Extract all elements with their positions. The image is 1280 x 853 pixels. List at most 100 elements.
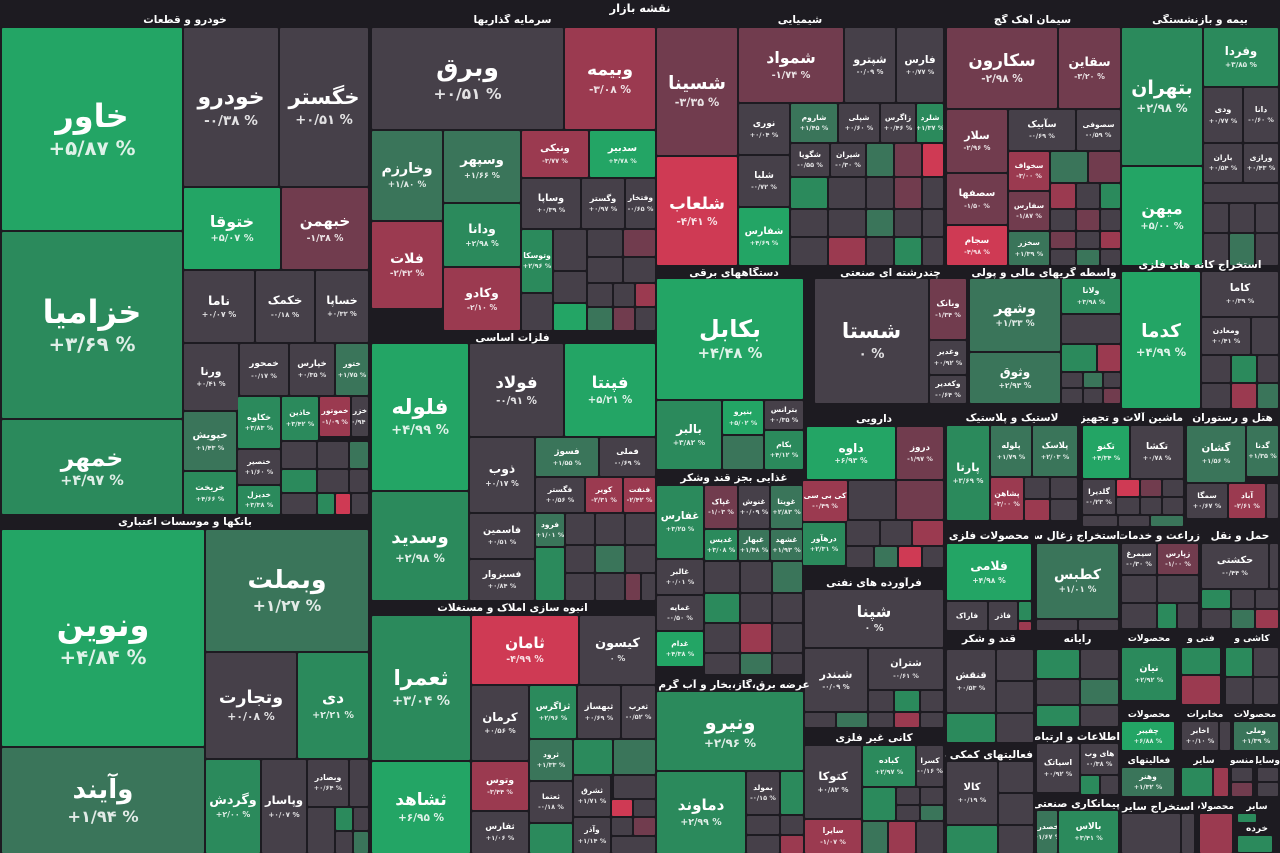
- filler-tile[interactable]: [612, 818, 632, 835]
- stock-tile[interactable]: غمایه -۰/۵۰ %: [657, 596, 703, 630]
- filler-tile[interactable]: [997, 714, 1033, 742]
- stock-tile[interactable]: خصدرا +۱/۶۷ %: [1037, 811, 1057, 853]
- filler-tile[interactable]: [626, 514, 655, 544]
- filler-tile[interactable]: [1101, 184, 1120, 208]
- filler-tile[interactable]: [588, 284, 612, 306]
- stock-tile[interactable]: آباد -۲/۶۱ %: [1229, 484, 1265, 518]
- filler-tile[interactable]: [1214, 768, 1228, 796]
- stock-tile[interactable]: خزر+۰/۹۴ %: [352, 397, 368, 436]
- stock-tile[interactable]: ثشاهد +۶/۹۵ %: [372, 762, 470, 853]
- stock-tile[interactable]: بنیرو +۵/۰۲ %: [723, 401, 763, 434]
- filler-tile[interactable]: [318, 442, 348, 468]
- stock-tile[interactable]: سمگا +۰/۶۷ %: [1187, 484, 1227, 518]
- stock-tile[interactable]: خزامیا +۳/۶۹ %: [2, 232, 182, 418]
- stock-tile[interactable]: دی +۲/۲۱ %: [298, 653, 368, 758]
- filler-tile[interactable]: [1081, 706, 1118, 726]
- filler-tile[interactable]: [997, 650, 1033, 680]
- stock-tile[interactable]: ثرود +۱/۳۳ %: [530, 740, 572, 780]
- stock-tile[interactable]: ورازی +۰/۴۳ %: [1244, 144, 1278, 182]
- filler-tile[interactable]: [1077, 184, 1099, 208]
- stock-tile[interactable]: شیران -۰/۳۰ %: [831, 144, 865, 176]
- filler-tile[interactable]: [705, 562, 739, 592]
- filler-tile[interactable]: [899, 547, 921, 567]
- filler-tile[interactable]: [1037, 706, 1079, 726]
- filler-tile[interactable]: [614, 776, 655, 798]
- stock-tile[interactable]: خنصیر +۱/۶۰ %: [238, 450, 280, 484]
- stock-tile[interactable]: فگستر +۰/۵۶ %: [536, 478, 584, 512]
- filler-tile[interactable]: [282, 470, 316, 492]
- filler-tile[interactable]: [1226, 648, 1252, 676]
- stock-tile[interactable]: وهنر +۱/۳۲ %: [1122, 768, 1174, 796]
- stock-tile[interactable]: وکادو -۲/۱۰ %: [444, 268, 520, 330]
- filler-tile[interactable]: [781, 816, 803, 834]
- stock-tile[interactable]: فاذر: [989, 602, 1017, 630]
- filler-tile[interactable]: [895, 238, 921, 265]
- filler-tile[interactable]: [1098, 345, 1120, 371]
- filler-tile[interactable]: [881, 521, 911, 545]
- filler-tile[interactable]: [1101, 210, 1120, 230]
- filler-tile[interactable]: [805, 713, 835, 727]
- stock-tile[interactable]: وگستر +۰/۹۷ %: [582, 179, 624, 228]
- filler-tile[interactable]: [1101, 250, 1120, 265]
- filler-tile[interactable]: [999, 794, 1033, 824]
- stock-tile[interactable]: فسوژ +۱/۵۵ %: [536, 438, 598, 476]
- stock-tile[interactable]: قنقش +۰/۵۳ %: [947, 650, 995, 712]
- filler-tile[interactable]: [917, 822, 943, 853]
- filler-tile[interactable]: [634, 818, 655, 835]
- filler-tile[interactable]: [837, 713, 867, 727]
- filler-tile[interactable]: [867, 144, 893, 176]
- filler-tile[interactable]: [923, 210, 943, 236]
- stock-tile[interactable]: خمهر +۴/۹۷ %: [2, 420, 182, 514]
- filler-tile[interactable]: [1256, 234, 1278, 265]
- filler-tile[interactable]: [636, 284, 655, 306]
- stock-tile[interactable]: وشهر +۱/۳۳ %: [970, 279, 1060, 351]
- stock-tile[interactable]: خپارس +۰/۳۵ %: [290, 344, 334, 395]
- filler-tile[interactable]: [596, 514, 624, 544]
- stock-tile[interactable]: سصفها -۱/۵۰ %: [947, 174, 1007, 224]
- stock-tile[interactable]: وسپهر +۱/۶۶ %: [444, 131, 520, 202]
- stock-tile[interactable]: خپویش +۱/۴۳ %: [184, 412, 236, 470]
- filler-tile[interactable]: [1256, 204, 1278, 232]
- stock-tile[interactable]: وخارزم +۱/۸۰ %: [372, 131, 442, 220]
- stock-tile[interactable]: زپارس -۱/۰۰ %: [1158, 544, 1198, 574]
- filler-tile[interactable]: [1254, 678, 1278, 704]
- stock-tile[interactable]: وغدیر +۰/۹۲ %: [930, 341, 966, 374]
- filler-tile[interactable]: [1204, 184, 1278, 202]
- filler-tile[interactable]: [869, 713, 893, 727]
- stock-tile[interactable]: فلوله +۴/۹۹ %: [372, 344, 468, 490]
- filler-tile[interactable]: [1051, 478, 1077, 498]
- filler-tile[interactable]: [1252, 318, 1278, 354]
- filler-tile[interactable]: [791, 178, 827, 208]
- stock-tile[interactable]: خاذین +۳/۴۲ %: [282, 397, 318, 440]
- filler-tile[interactable]: [773, 654, 802, 674]
- filler-tile[interactable]: [1117, 480, 1139, 496]
- stock-tile[interactable]: دانا -۰/۶۰ %: [1244, 88, 1278, 142]
- filler-tile[interactable]: [318, 494, 334, 514]
- stock-tile[interactable]: خدیزل +۳/۳۸ %: [238, 486, 280, 514]
- filler-tile[interactable]: [773, 624, 802, 652]
- stock-tile[interactable]: سآبیک -۰/۶۹ %: [1009, 110, 1075, 150]
- stock-tile[interactable]: وبصادر +۰/۶۴ %: [308, 760, 348, 806]
- stock-tile[interactable]: شمواد -۱/۷۴ %: [739, 28, 843, 102]
- filler-tile[interactable]: [849, 481, 895, 519]
- stock-tile[interactable]: نیان +۲/۹۲ %: [1122, 648, 1176, 700]
- stock-tile[interactable]: نوری +۰/۰۴ %: [739, 104, 789, 154]
- filler-tile[interactable]: [947, 714, 995, 742]
- stock-tile[interactable]: سیمرغ -۰/۳۰ %: [1122, 544, 1156, 574]
- filler-tile[interactable]: [588, 308, 612, 330]
- filler-tile[interactable]: [999, 762, 1033, 792]
- filler-tile[interactable]: [1182, 648, 1220, 674]
- stock-tile[interactable]: باران +۰/۵۴ %: [1204, 144, 1242, 182]
- stock-tile[interactable]: خبهمن -۱/۳۸ %: [282, 188, 368, 269]
- stock-tile[interactable]: غشهد +۱/۹۳ %: [771, 530, 802, 560]
- stock-tile[interactable]: کدما +۴/۹۹ %: [1122, 272, 1200, 408]
- stock-tile[interactable]: شپترو -۰/۰۹ %: [845, 28, 895, 102]
- filler-tile[interactable]: [1182, 768, 1212, 796]
- filler-tile[interactable]: [895, 691, 919, 711]
- stock-tile[interactable]: ودانا +۲/۹۸ %: [444, 204, 520, 266]
- filler-tile[interactable]: [1083, 516, 1117, 526]
- filler-tile[interactable]: [847, 547, 873, 567]
- filler-tile[interactable]: [1182, 676, 1220, 704]
- filler-tile[interactable]: [1204, 234, 1228, 265]
- filler-tile[interactable]: [1232, 384, 1256, 408]
